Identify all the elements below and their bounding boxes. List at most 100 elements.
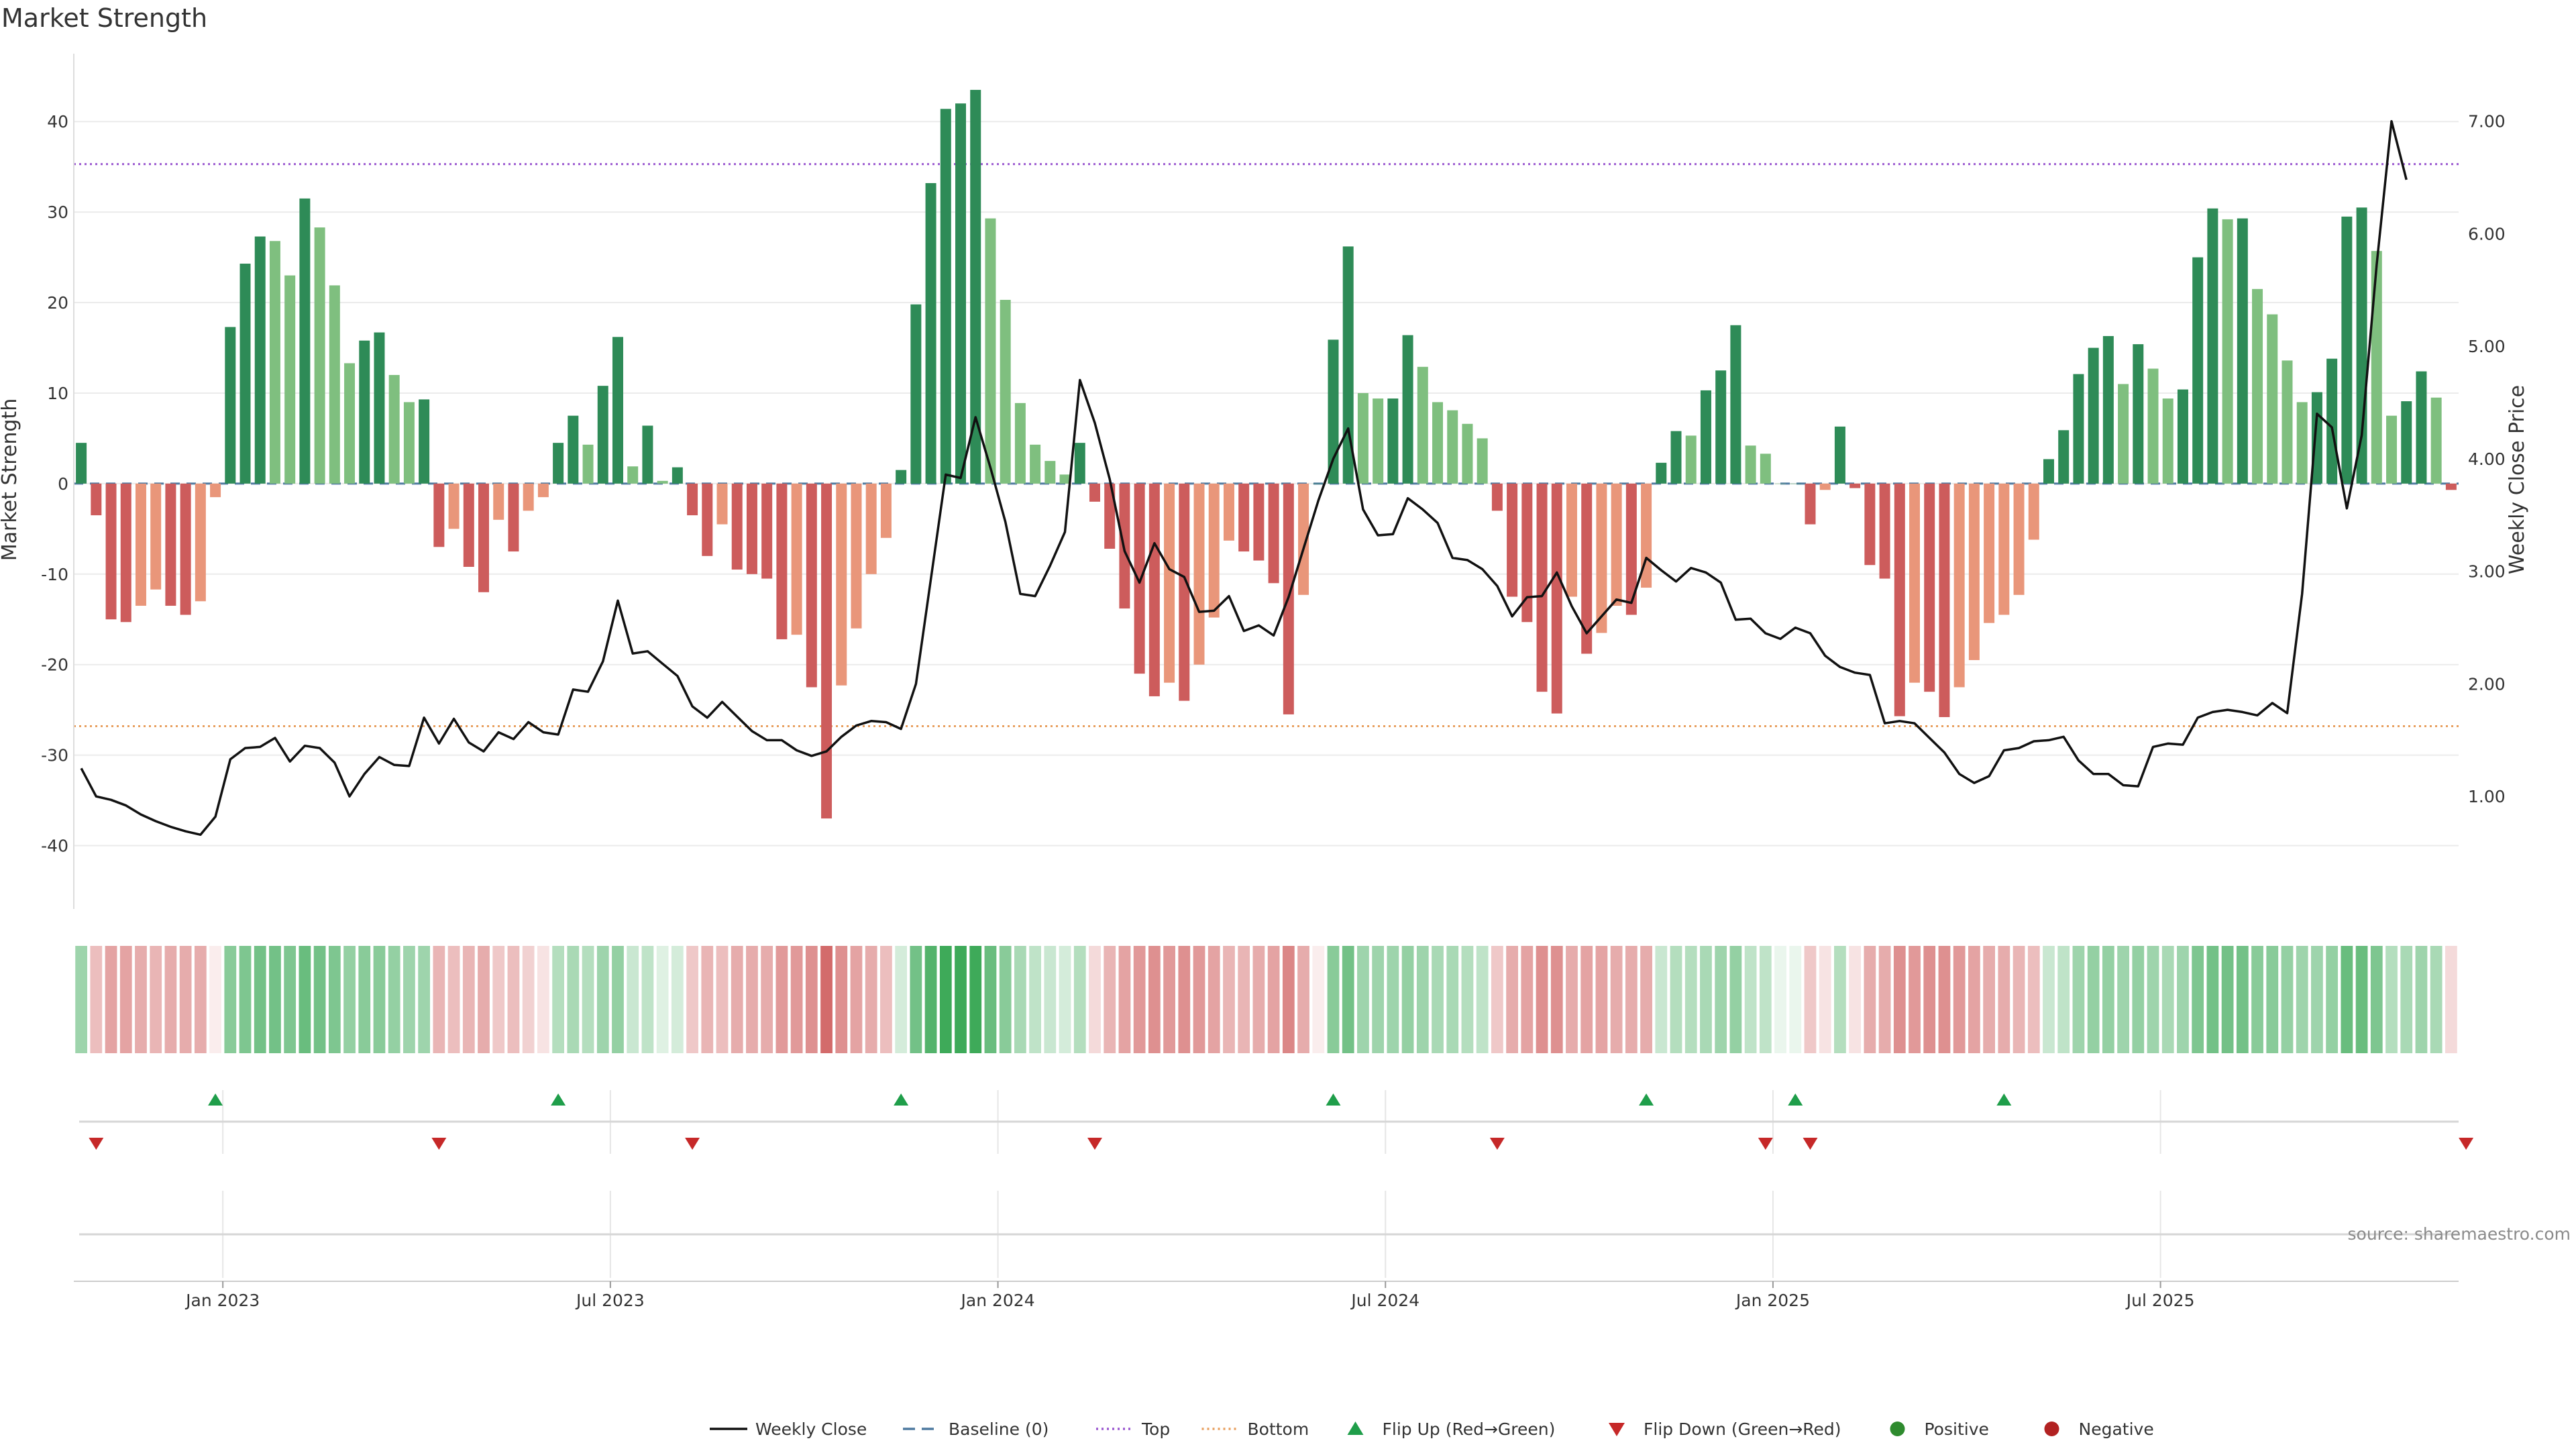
strength-bar [2416, 371, 2427, 484]
strength-bar [419, 399, 430, 484]
heat-cell [1432, 946, 1444, 1053]
strength-bar [627, 466, 639, 484]
strength-bar [568, 415, 579, 484]
strength-bar [91, 483, 102, 516]
heat-cell [358, 946, 371, 1053]
strength-bar [1104, 483, 1116, 549]
heat-cell [1998, 946, 2010, 1053]
strength-bar [1760, 453, 1771, 484]
heat-cell [1521, 946, 1534, 1053]
heat-cell [1387, 946, 1399, 1053]
heat-cell [2341, 946, 2353, 1053]
heat-cell [1223, 946, 1235, 1053]
strength-bar [2267, 314, 2278, 484]
heat-cell [2117, 946, 2129, 1053]
strength-bar [1641, 483, 1652, 588]
strength-bar [1968, 483, 1980, 660]
heat-cell [596, 946, 609, 1053]
strength-bar [955, 103, 967, 484]
strength-bar [2043, 459, 2054, 484]
heat-cell [433, 946, 445, 1053]
heat-cell [1804, 946, 1817, 1053]
heat-cell [1953, 946, 1966, 1053]
heat-cell [2415, 946, 2428, 1053]
heat-cell [2445, 946, 2457, 1053]
strength-bar [1819, 483, 1831, 490]
heat-cell [1640, 946, 1652, 1053]
strength-bar [195, 483, 206, 602]
heat-cell [1506, 946, 1518, 1053]
left-axis-label: Market Strength [0, 398, 21, 561]
heat-cell [403, 946, 415, 1053]
strength-bar [1238, 483, 1250, 552]
heat-cell [507, 946, 520, 1053]
strength-bar [2013, 483, 2025, 595]
flip-markers [79, 1090, 2474, 1278]
heat-cell [1252, 946, 1265, 1053]
strength-bar [254, 236, 266, 484]
strength-bar [612, 337, 623, 484]
strength-bar [299, 198, 311, 484]
heat-cell [984, 946, 997, 1053]
right-tick-label: 1.00 [2468, 787, 2506, 806]
strength-bar [1298, 483, 1309, 595]
strength-bar [1566, 483, 1577, 597]
flip-up-marker [551, 1093, 566, 1106]
strength-bar [314, 227, 325, 484]
heat-cell [2311, 946, 2323, 1053]
heat-cell [194, 946, 207, 1053]
heat-cell [999, 946, 1012, 1053]
heat-cell [1759, 946, 1772, 1053]
right-tick-label: 7.00 [2468, 112, 2506, 131]
strength-bar [150, 483, 162, 590]
strength-bar [1611, 483, 1622, 606]
x-tick-label: Jul 2024 [1350, 1291, 1419, 1310]
heat-cell [1550, 946, 1563, 1053]
heat-cell [835, 946, 848, 1053]
heat-cell [1312, 946, 1325, 1053]
heat-cell [1729, 946, 1742, 1053]
strength-bar [537, 483, 549, 498]
left-tick-label: 20 [47, 293, 68, 313]
heat-cell [1401, 946, 1414, 1053]
chart-title: Market Strength [1, 3, 207, 33]
strength-bar [359, 340, 370, 484]
strength-bar [1432, 402, 1444, 484]
strength-bar [448, 483, 460, 529]
strength-bar [1953, 483, 1965, 688]
strength-bar [776, 483, 788, 639]
strength-bar [523, 483, 534, 511]
heat-cell [2326, 946, 2339, 1053]
heat-cell [1580, 946, 1593, 1053]
heat-cell [105, 946, 117, 1053]
heat-cell [1625, 946, 1638, 1053]
heat-cell [1461, 946, 1474, 1053]
heat-cell [850, 946, 863, 1053]
strength-bar [2222, 219, 2233, 484]
strength-bar [2118, 384, 2129, 484]
heat-cell [2296, 946, 2308, 1053]
strength-bar [1939, 483, 1950, 717]
strength-bar [2133, 344, 2144, 484]
heat-cell [492, 946, 505, 1053]
strength-bar [896, 470, 907, 484]
heat-cell [1357, 946, 1369, 1053]
right-axis-label: Weekly Close Price [2506, 385, 2529, 574]
heat-cell [1789, 946, 1802, 1053]
strength-bar [1342, 246, 1354, 484]
strength-bar [1044, 461, 1056, 484]
heat-cell [2236, 946, 2249, 1053]
heat-cell [209, 946, 221, 1053]
x-tick-label: Jan 2024 [960, 1291, 1035, 1310]
strength-bar [1148, 483, 1160, 696]
strength-bar [2326, 358, 2338, 484]
heat-cell [1938, 946, 1951, 1053]
strength-bar [2371, 251, 2382, 484]
legend-label: Flip Up (Red→Green) [1383, 1419, 1556, 1439]
legend-label: Weekly Close [755, 1419, 867, 1439]
right-tick-label: 6.00 [2468, 224, 2506, 244]
strength-bar [329, 285, 340, 484]
strength-bar [836, 483, 847, 686]
heat-cell [2161, 946, 2174, 1053]
